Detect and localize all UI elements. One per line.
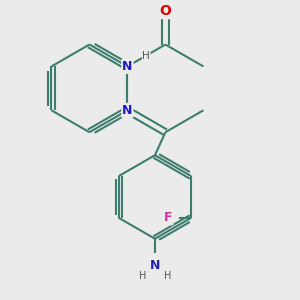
Text: H: H	[139, 271, 146, 281]
Text: H: H	[164, 271, 171, 281]
Text: O: O	[160, 4, 171, 18]
Text: H: H	[142, 51, 150, 61]
Text: N: N	[122, 104, 133, 117]
Text: N: N	[150, 260, 160, 272]
Text: N: N	[122, 60, 133, 73]
Text: F: F	[164, 212, 172, 224]
